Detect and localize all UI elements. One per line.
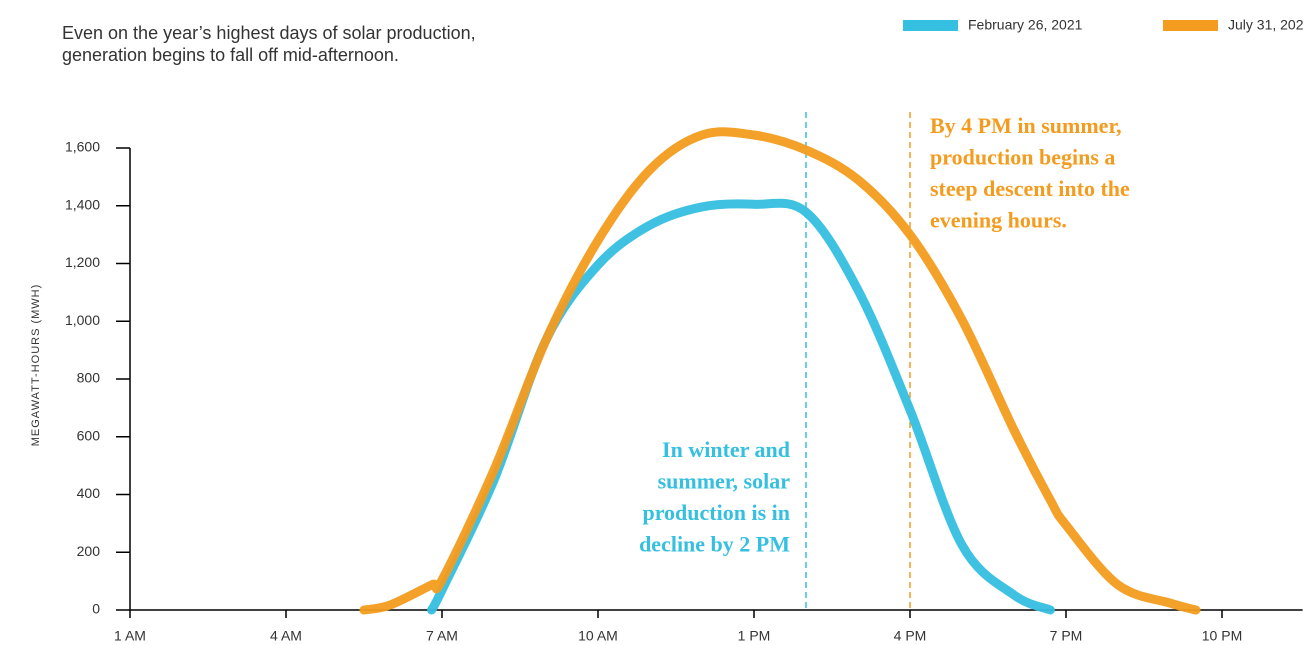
annotation-text: production begins a bbox=[930, 145, 1115, 170]
x-tick-label: 1 PM bbox=[738, 628, 771, 644]
x-tick-label: 4 AM bbox=[270, 628, 302, 644]
annotation-text: By 4 PM in summer, bbox=[930, 113, 1122, 138]
y-tick-label: 1,000 bbox=[65, 312, 100, 328]
page: Even on the year’s highest days of solar… bbox=[0, 0, 1303, 645]
x-tick-label: 10 PM bbox=[1202, 628, 1242, 644]
legend-swatch bbox=[1163, 20, 1218, 31]
x-tick-label: 1 AM bbox=[114, 628, 146, 644]
y-axis-label: MEGAWATT-HOURS (MWH) bbox=[30, 284, 42, 447]
legend-swatch bbox=[903, 20, 958, 31]
chart: 0 200 400 600 800 1,000 1,200 1,400 1,600 1 AM 4 A… bbox=[0, 0, 1303, 645]
annotation-text: summer, solar bbox=[658, 469, 791, 494]
y-tick-label: 1,200 bbox=[65, 254, 100, 270]
annotation-text: In winter and bbox=[662, 437, 790, 462]
annotation-text: steep descent into the bbox=[930, 176, 1130, 201]
x-tick-label: 7 PM bbox=[1050, 628, 1083, 644]
x-tick-label: 7 AM bbox=[426, 628, 458, 644]
legend-label: February 26, 2021 bbox=[968, 17, 1083, 33]
x-tick-label: 10 AM bbox=[578, 628, 618, 644]
y-tick-label: 400 bbox=[77, 485, 101, 501]
y-tick-label: 0 bbox=[92, 601, 100, 617]
y-tick-label: 200 bbox=[77, 543, 101, 559]
x-tick-label: 4 PM bbox=[894, 628, 927, 644]
y-tick-label: 1,600 bbox=[65, 139, 100, 155]
annotation-text: production is in bbox=[642, 500, 790, 525]
annotation-text: evening hours. bbox=[930, 208, 1067, 233]
legend-label: July 31, 2021 bbox=[1228, 17, 1303, 33]
y-tick-label: 1,400 bbox=[65, 196, 100, 212]
y-tick-label: 600 bbox=[77, 427, 101, 443]
annotation-text: decline by 2 PM bbox=[639, 532, 790, 557]
y-tick-label: 800 bbox=[77, 370, 101, 386]
